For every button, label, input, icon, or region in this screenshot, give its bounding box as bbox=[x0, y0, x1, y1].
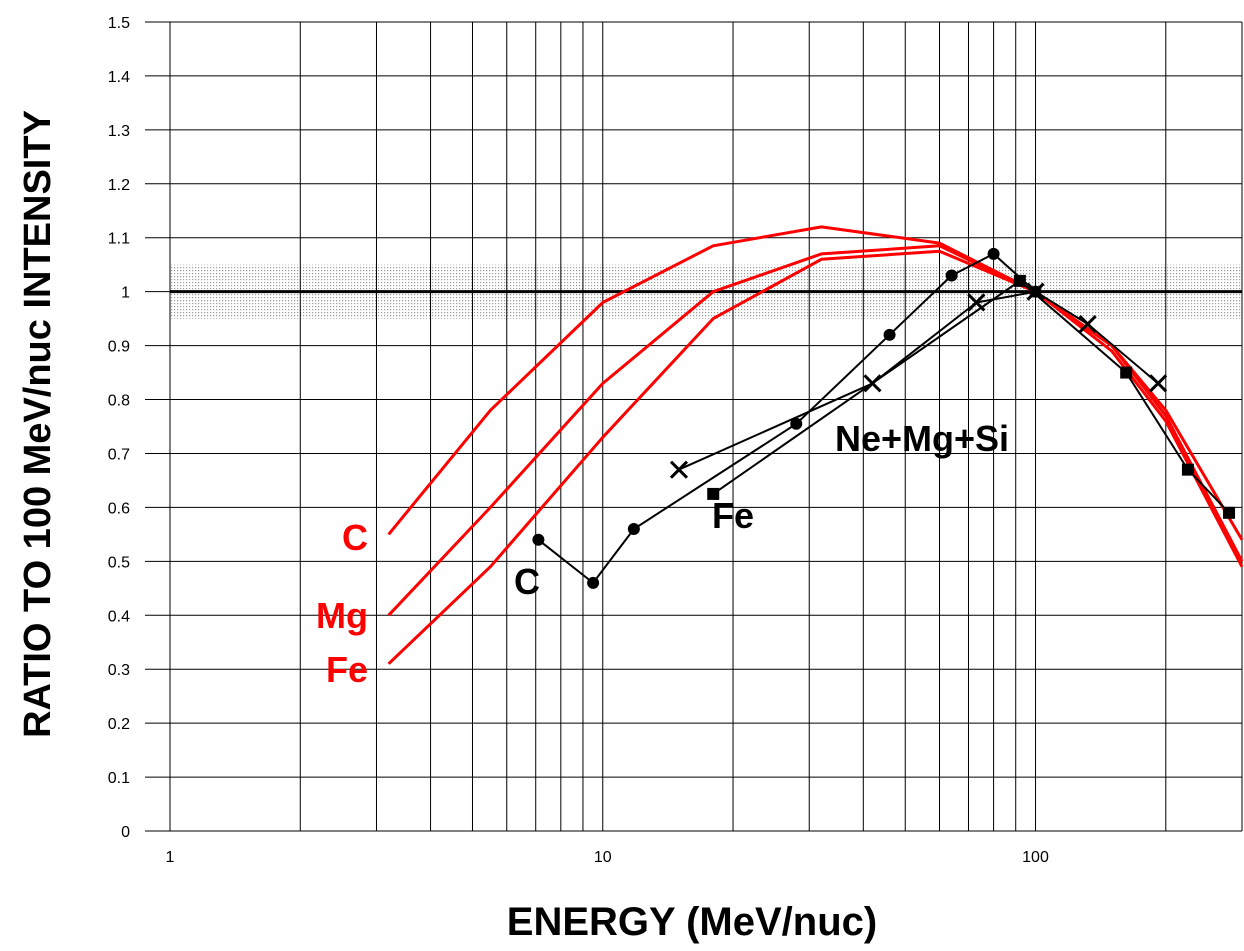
y-tick-label: 0.2 bbox=[108, 716, 130, 733]
marker-x-stroke bbox=[863, 374, 882, 393]
y-tick-label: 0.6 bbox=[108, 500, 130, 517]
label-model-mg: Mg bbox=[316, 595, 368, 636]
marker-x bbox=[863, 374, 882, 393]
marker-circle bbox=[883, 328, 896, 341]
marker-circle bbox=[945, 269, 958, 282]
label-model-fe: Fe bbox=[326, 649, 368, 690]
tick-label-layer: 0 0.1 0.2 0.3 0.4 0.5 0.6 0.7 0.8 0.9 1 1.1 1.2 1.3 1.… bbox=[108, 15, 1049, 866]
marker-x bbox=[1078, 314, 1097, 334]
y-tick-label: 0.4 bbox=[108, 608, 130, 625]
y-tick-label: 1.1 bbox=[108, 231, 130, 248]
marker-circle bbox=[790, 417, 803, 430]
marker-x bbox=[669, 460, 689, 479]
y-tick-label: 1 bbox=[121, 285, 130, 302]
marker-x-stroke bbox=[967, 293, 986, 312]
y-tick-label: 0 bbox=[121, 824, 130, 841]
x-tick-label: 100 bbox=[1022, 849, 1049, 866]
label-data-c: C bbox=[514, 561, 540, 602]
marker-x-stroke bbox=[1149, 374, 1168, 393]
model-curve-c bbox=[387, 225, 1244, 541]
y-tick-label: 0.3 bbox=[108, 662, 130, 679]
data-line-c bbox=[537, 252, 1037, 584]
marker-x bbox=[967, 293, 986, 312]
y-tick-label: 0.9 bbox=[108, 339, 130, 356]
marker-circle bbox=[987, 247, 1000, 260]
label-data-ne-mg-si: Ne+Mg+Si bbox=[835, 418, 1009, 459]
marker-x-stroke bbox=[669, 460, 689, 479]
x-tick-label: 10 bbox=[594, 849, 612, 866]
marker-square bbox=[1013, 274, 1026, 287]
label-model-c: C bbox=[342, 517, 368, 558]
grid-layer bbox=[145, 21, 1243, 832]
y-tick-label: 1.4 bbox=[108, 69, 130, 86]
marker-x-stroke bbox=[1078, 314, 1097, 334]
y-tick-label: 0.7 bbox=[108, 446, 130, 463]
marker-circle bbox=[532, 533, 545, 546]
label-data-fe: Fe bbox=[712, 495, 754, 536]
marker-circle bbox=[627, 522, 640, 535]
y-tick-label: 1.3 bbox=[108, 123, 130, 140]
marker-square bbox=[707, 487, 720, 500]
marker-circle bbox=[587, 576, 600, 589]
series-layer bbox=[387, 225, 1244, 665]
x-tick-label: 1 bbox=[166, 849, 175, 866]
marker-x bbox=[1026, 282, 1045, 301]
y-tick-label: 1.5 bbox=[108, 15, 130, 32]
y-tick-label: 0.1 bbox=[108, 770, 130, 787]
marker-square bbox=[1120, 366, 1133, 379]
data-line-ne-mg-si bbox=[678, 290, 1159, 471]
y-tick-label: 0.8 bbox=[108, 393, 130, 410]
marker-square bbox=[1181, 463, 1194, 476]
marker-x bbox=[1149, 374, 1168, 393]
marker-square bbox=[1223, 506, 1236, 519]
y-tick-label: 1.2 bbox=[108, 177, 130, 194]
y-tick-label: 0.5 bbox=[108, 554, 130, 571]
x-axis-title: ENERGY (MeV/nuc) bbox=[507, 900, 877, 944]
y-axis-title: RATIO TO 100 MeV/nuc INTENSITY bbox=[17, 110, 59, 738]
marker-x-stroke bbox=[1026, 282, 1045, 301]
model-curve-mg bbox=[387, 244, 1244, 617]
model-curve-fe bbox=[387, 249, 1244, 665]
